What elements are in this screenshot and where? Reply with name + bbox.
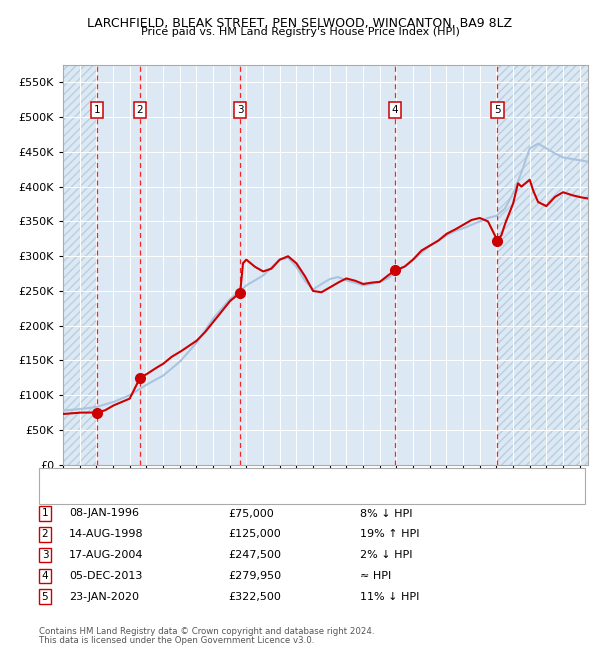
Text: 2: 2 (41, 529, 49, 539)
Text: 23-JAN-2020: 23-JAN-2020 (69, 592, 139, 602)
Text: ——: —— (45, 471, 73, 485)
Text: HPI: Average price, detached house, Somerset: HPI: Average price, detached house, Some… (78, 489, 305, 499)
Text: Price paid vs. HM Land Registry's House Price Index (HPI): Price paid vs. HM Land Registry's House … (140, 27, 460, 37)
Text: 5: 5 (41, 592, 49, 602)
Text: Contains HM Land Registry data © Crown copyright and database right 2024.: Contains HM Land Registry data © Crown c… (39, 627, 374, 636)
Text: 19% ↑ HPI: 19% ↑ HPI (360, 529, 419, 539)
Text: 2% ↓ HPI: 2% ↓ HPI (360, 550, 413, 560)
Text: This data is licensed under the Open Government Licence v3.0.: This data is licensed under the Open Gov… (39, 636, 314, 645)
Text: 2: 2 (137, 105, 143, 115)
Text: 3: 3 (237, 105, 244, 115)
Text: 1: 1 (94, 105, 100, 115)
Bar (497, 65, 588, 465)
Text: 17-AUG-2004: 17-AUG-2004 (69, 550, 143, 560)
Text: ≈ HPI: ≈ HPI (360, 571, 391, 581)
Bar (63, 65, 97, 465)
Text: £125,000: £125,000 (228, 529, 281, 539)
Text: £247,500: £247,500 (228, 550, 281, 560)
Text: 8% ↓ HPI: 8% ↓ HPI (360, 508, 413, 519)
Text: 3: 3 (41, 550, 49, 560)
Text: 1: 1 (41, 508, 49, 519)
Text: 14-AUG-1998: 14-AUG-1998 (69, 529, 143, 539)
Text: LARCHFIELD, BLEAK STREET, PEN SELWOOD, WINCANTON, BA9 8LZ (detached house): LARCHFIELD, BLEAK STREET, PEN SELWOOD, W… (78, 473, 499, 483)
Text: £322,500: £322,500 (228, 592, 281, 602)
Text: 08-JAN-1996: 08-JAN-1996 (69, 508, 139, 519)
Text: 4: 4 (41, 571, 49, 581)
Text: 4: 4 (392, 105, 398, 115)
Text: 11% ↓ HPI: 11% ↓ HPI (360, 592, 419, 602)
Text: LARCHFIELD, BLEAK STREET, PEN SELWOOD, WINCANTON, BA9 8LZ: LARCHFIELD, BLEAK STREET, PEN SELWOOD, W… (88, 17, 512, 30)
Text: 5: 5 (494, 105, 500, 115)
Text: 05-DEC-2013: 05-DEC-2013 (69, 571, 142, 581)
Text: ——: —— (45, 487, 73, 501)
Text: £279,950: £279,950 (228, 571, 281, 581)
Text: £75,000: £75,000 (228, 508, 274, 519)
